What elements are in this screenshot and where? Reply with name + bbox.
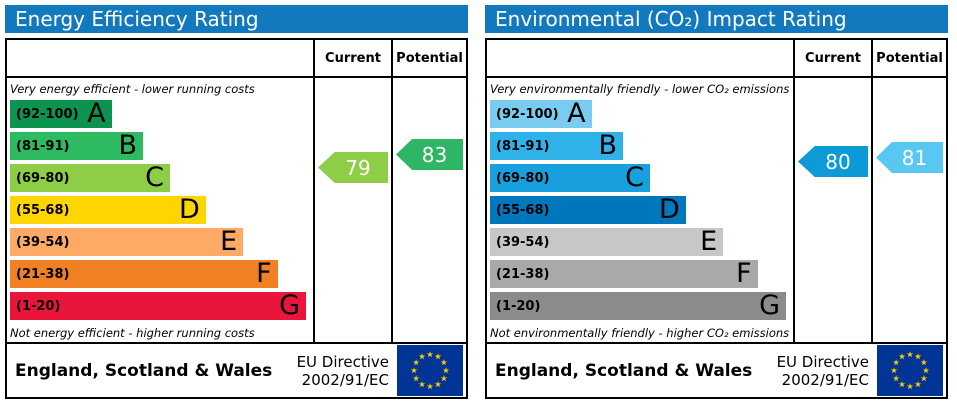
band-range: (81-91) [16, 138, 70, 154]
current-rating-arrow: 79 [318, 152, 388, 183]
column-header-current: Current [793, 40, 871, 78]
rating-band-f: (21-38) F [10, 260, 309, 288]
band-range: (1-20) [496, 298, 541, 314]
energy-band-chart: Very energy efficient - lower running co… [7, 78, 313, 342]
bottom-caption: Not energy efficient - higher running co… [10, 326, 255, 340]
eu-directive-label: EU Directive 2002/91/EC [296, 352, 389, 389]
potential-rating-value: 83 [421, 142, 448, 167]
rating-band-e: (39-54) E [490, 228, 789, 256]
potential-value-column: 83 [391, 78, 466, 342]
rating-band-a: (92-100) A [10, 100, 309, 128]
band-letter: A [87, 98, 106, 129]
band-range: (69-80) [16, 170, 70, 186]
column-header-current: Current [313, 40, 391, 78]
environmental-impact-table: Current Potential Very environmentally f… [485, 38, 948, 399]
column-header-potential: Potential [391, 40, 466, 78]
environmental-impact-panel: Environmental (CO₂) Impact Rating Curren… [485, 5, 948, 399]
band-letter: B [598, 130, 618, 161]
band-range: (21-38) [496, 266, 550, 282]
rating-band-a: (92-100) A [490, 100, 789, 128]
environmental-impact-title: Environmental (CO₂) Impact Rating [485, 5, 948, 33]
band-range: (81-91) [496, 138, 550, 154]
band-range: (55-68) [16, 202, 70, 218]
rating-band-g: (1-20) G [10, 292, 309, 320]
band-range: (39-54) [16, 234, 70, 250]
bottom-caption: Not environmentally friendly - higher CO… [490, 326, 790, 340]
rating-band-e: (39-54) E [10, 228, 309, 256]
band-letter: C [625, 162, 644, 193]
potential-rating-arrow: 83 [396, 139, 463, 170]
energy-efficiency-table: Current Potential Very energy efficient … [5, 38, 468, 399]
region-label: England, Scotland & Wales [15, 360, 273, 381]
panel-footer: England, Scotland & Wales EU Directive 2… [487, 342, 946, 397]
band-range: (1-20) [16, 298, 61, 314]
top-caption: Very energy efficient - lower running co… [10, 82, 255, 96]
band-range: (39-54) [496, 234, 550, 250]
band-letter: D [659, 194, 680, 225]
band-letter: G [759, 290, 780, 321]
header-spacer [487, 40, 793, 78]
band-range: (92-100) [496, 106, 559, 122]
rating-band-d: (55-68) D [10, 196, 309, 224]
current-value-column: 80 [793, 78, 871, 342]
eu-flag-icon [877, 345, 943, 396]
rating-band-g: (1-20) G [490, 292, 789, 320]
eu-flag-icon [397, 345, 463, 396]
top-caption: Very environmentally friendly - lower CO… [490, 82, 790, 96]
rating-band-b: (81-91) B [10, 132, 309, 160]
band-letter: D [179, 194, 200, 225]
current-value-column: 79 [313, 78, 391, 342]
band-range: (69-80) [496, 170, 550, 186]
rating-band-c: (69-80) C [10, 164, 309, 192]
rating-band-c: (69-80) C [490, 164, 789, 192]
band-letter: F [256, 258, 272, 289]
region-label: England, Scotland & Wales [495, 360, 753, 381]
potential-rating-value: 81 [901, 145, 928, 170]
current-rating-arrow: 80 [798, 146, 868, 177]
band-letter: A [567, 98, 586, 129]
co2-band-chart: Very environmentally friendly - lower CO… [487, 78, 793, 342]
rating-band-f: (21-38) F [490, 260, 789, 288]
band-range: (55-68) [496, 202, 550, 218]
rating-band-d: (55-68) D [490, 196, 789, 224]
energy-efficiency-panel: Energy Efficiency Rating Current Potenti… [5, 5, 468, 399]
band-letter: E [700, 226, 718, 257]
band-letter: G [279, 290, 300, 321]
header-spacer [7, 40, 313, 78]
rating-band-b: (81-91) B [490, 132, 789, 160]
column-header-potential: Potential [871, 40, 946, 78]
eu-directive-label: EU Directive 2002/91/EC [776, 352, 869, 389]
current-rating-value: 79 [345, 155, 371, 180]
band-letter: F [736, 258, 752, 289]
potential-rating-arrow: 81 [876, 142, 943, 173]
energy-efficiency-title: Energy Efficiency Rating [5, 5, 468, 33]
potential-value-column: 81 [871, 78, 946, 342]
band-range: (92-100) [16, 106, 79, 122]
band-letter: E [220, 226, 238, 257]
band-range: (21-38) [16, 266, 70, 282]
current-rating-value: 80 [825, 149, 851, 174]
band-letter: C [145, 162, 164, 193]
band-letter: B [118, 130, 138, 161]
panel-footer: England, Scotland & Wales EU Directive 2… [7, 342, 466, 397]
